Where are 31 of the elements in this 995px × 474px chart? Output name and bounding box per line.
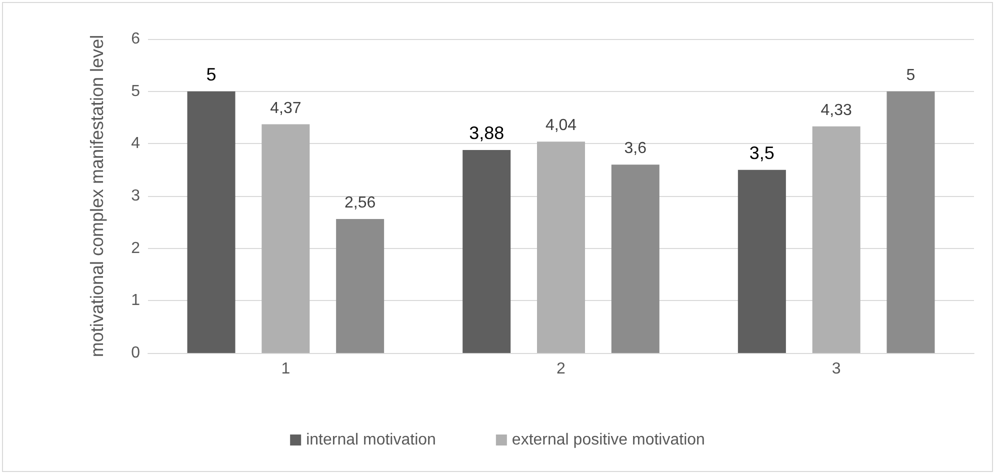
data-label: 4,37 <box>270 100 302 117</box>
bar <box>886 91 935 353</box>
y-tick-label: 0 <box>131 344 140 362</box>
legend-label: external positive motivation <box>512 432 705 448</box>
bar <box>738 170 786 353</box>
x-tick-label: 1 <box>281 360 290 378</box>
y-tick-label: 2 <box>131 240 140 257</box>
y-tick-label: 6 <box>131 30 140 48</box>
y-tick-label: 1 <box>131 292 140 310</box>
x-tick-label: 2 <box>556 360 566 378</box>
legend-label: internal motivation <box>306 432 436 448</box>
y-tick-label: 4 <box>131 135 140 152</box>
bar <box>812 126 860 353</box>
data-label: 5 <box>906 66 916 84</box>
data-label: 3,5 <box>749 142 774 163</box>
data-label: 3,6 <box>624 140 647 158</box>
data-label: 3,88 <box>469 122 504 143</box>
data-label: 4,33 <box>820 102 852 119</box>
data-label: 2,56 <box>344 194 376 212</box>
y-tick-label: 5 <box>131 82 140 100</box>
bar <box>336 219 384 353</box>
bar <box>187 91 236 353</box>
data-label: 4,04 <box>545 117 577 134</box>
bar <box>537 142 585 353</box>
bar <box>611 164 660 353</box>
data-label: 5 <box>206 64 216 84</box>
x-tick-label: 3 <box>832 360 841 378</box>
bar <box>262 124 310 353</box>
bar <box>462 150 511 353</box>
y-tick-label: 3 <box>131 188 140 204</box>
y-axis-title: motivational complex manifestation level <box>87 34 107 358</box>
